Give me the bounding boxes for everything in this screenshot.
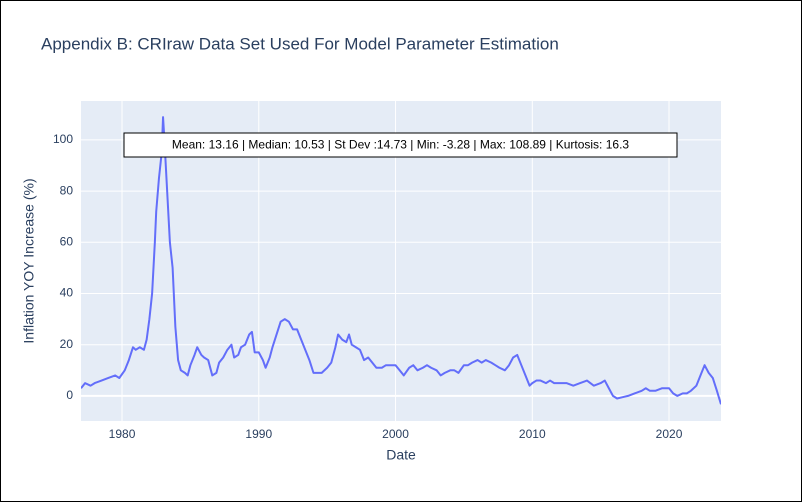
x-axis-title: Date [386,447,416,463]
y-tick-label: 0 [66,388,73,402]
lines [81,116,721,405]
x-tick-label: 1980 [109,427,136,441]
y-tick-label: 40 [60,286,74,300]
x-tick-label: 1990 [245,427,272,441]
x-tick-label: 2020 [656,427,683,441]
annotation-box [123,132,678,158]
annotation: Mean: 13.16 | Median: 10.53 | St Dev :14… [172,138,629,152]
y-axis-title: Inflation YOY Increase (%) [21,178,37,343]
y-tick-label: 80 [60,183,74,197]
y-tick-label: 100 [53,132,73,146]
y-tick-label: 20 [60,337,74,351]
x-tick-label: 2010 [519,427,546,441]
y-tick-label: 60 [60,234,74,248]
x-tick-label: 2000 [382,427,409,441]
data-line [81,116,721,405]
chart-title: Appendix B: CRIraw Data Set Used For Mod… [41,34,559,53]
